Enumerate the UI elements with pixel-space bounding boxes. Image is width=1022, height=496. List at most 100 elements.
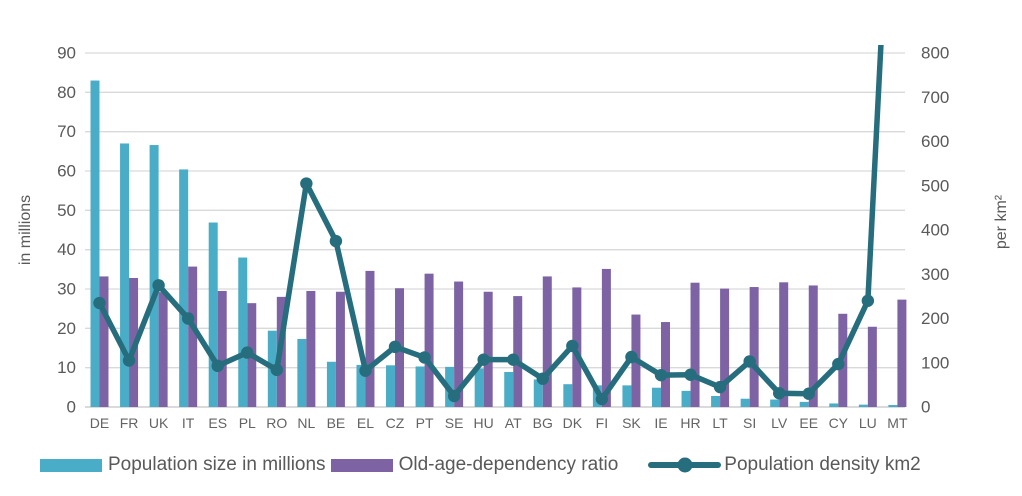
density-point-BG <box>536 372 549 385</box>
bar-population-LV <box>770 399 780 407</box>
bar-population-CZ <box>386 365 396 407</box>
right-axis-ticks: 0 100 200 300 400 500 600 700 800 <box>921 44 949 417</box>
bar-population-MT <box>888 405 898 407</box>
bar-dependency-MT <box>897 299 907 407</box>
density-point-LV <box>772 387 786 400</box>
x-label-MT: MT <box>887 415 908 431</box>
bar-population-DK <box>563 384 573 407</box>
x-label-AT: AT <box>505 415 522 431</box>
bar-dependency-IE <box>660 322 670 407</box>
dependency-bar-swatch <box>330 458 393 472</box>
population-bar-swatch <box>40 458 102 472</box>
x-label-EL: EL <box>357 415 374 431</box>
legend-item-dependency-ratio: Old-age-dependency ratio <box>330 454 619 476</box>
density-point-HU <box>477 353 490 366</box>
bar-population-IE <box>651 387 661 407</box>
x-label-DE: DE <box>90 415 109 431</box>
x-label-SK: SK <box>622 415 641 431</box>
legend-label-population-size: Population size in millions <box>108 454 326 475</box>
bar-population-BE <box>326 361 336 407</box>
x-label-FI: FI <box>596 415 608 431</box>
x-label-LU: LU <box>859 415 877 431</box>
bar-dependency-DE <box>99 276 109 407</box>
left-tick-40: 40 <box>57 240 76 259</box>
density-point-LT <box>713 380 727 394</box>
x-label-ES: ES <box>208 415 227 431</box>
density-point-BE <box>329 234 343 248</box>
population-bars <box>90 80 898 408</box>
bar-population-SI <box>740 398 750 407</box>
bar-dependency-ES <box>217 290 227 407</box>
density-line-swatch <box>648 457 722 473</box>
legend-item-population-size: Population size in millions <box>40 454 326 476</box>
right-tick-0: 0 <box>921 398 930 417</box>
bar-population-ES <box>208 222 218 407</box>
right-tick-300: 300 <box>921 265 949 284</box>
right-tick-800: 800 <box>921 44 949 63</box>
bar-population-SK <box>622 385 632 407</box>
left-tick-20: 20 <box>57 319 76 338</box>
bar-population-BG <box>533 379 543 407</box>
bar-dependency-FI <box>601 268 611 407</box>
bar-population-HR <box>681 390 691 407</box>
density-point-EE <box>802 387 815 400</box>
x-axis-labels: DE FR UK IT ES PL RO NL BE EL CZ PT SE HU AT BG DK FI SK IE… <box>90 415 908 431</box>
x-label-LV: LV <box>771 415 788 431</box>
bar-dependency-HR <box>690 282 700 407</box>
x-label-HU: HU <box>474 415 494 431</box>
bar-dependency-LV <box>779 282 789 407</box>
x-label-NL: NL <box>297 415 315 431</box>
density-point-RO <box>270 363 284 377</box>
bar-population-NL <box>297 338 307 407</box>
density-point-PT <box>418 351 431 364</box>
bar-dependency-PT <box>424 273 434 407</box>
density-point-FR <box>122 354 136 367</box>
density-point-NL <box>300 177 313 190</box>
bar-population-PL <box>238 257 248 407</box>
bar-dependency-BG <box>542 276 552 407</box>
bar-dependency-LU <box>867 326 877 407</box>
density-polyline <box>96 45 884 402</box>
x-label-SI: SI <box>743 415 756 431</box>
bar-population-EE <box>799 401 809 407</box>
x-label-PL: PL <box>239 415 256 431</box>
x-label-LT: LT <box>712 415 728 431</box>
bar-population-AT <box>504 371 514 407</box>
density-point-HR <box>684 368 697 381</box>
bar-dependency-EL <box>365 270 375 407</box>
x-label-EE: EE <box>799 415 818 431</box>
x-label-IE: IE <box>654 415 667 431</box>
bar-dependency-IT <box>188 266 198 407</box>
x-label-BE: BE <box>327 415 346 431</box>
x-label-DK: DK <box>563 415 583 431</box>
x-label-RO: RO <box>266 415 287 431</box>
right-tick-700: 700 <box>921 88 949 107</box>
left-tick-90: 90 <box>57 44 76 63</box>
density-point-CZ <box>388 340 402 354</box>
density-point-SK <box>625 350 638 364</box>
x-label-UK: UK <box>149 415 169 431</box>
bar-population-IT <box>179 169 189 407</box>
left-tick-60: 60 <box>57 162 76 181</box>
left-tick-80: 80 <box>57 83 76 102</box>
bar-population-DE <box>90 80 100 408</box>
left-tick-30: 30 <box>57 280 76 299</box>
density-point-IT <box>181 312 195 325</box>
density-point-DK <box>566 339 579 353</box>
bar-dependency-SE <box>454 281 464 407</box>
dependency-bars <box>99 266 907 407</box>
density-line-dot <box>677 457 693 473</box>
x-label-HR: HR <box>680 415 700 431</box>
x-label-CY: CY <box>829 415 849 431</box>
bar-population-FR <box>120 143 130 407</box>
bar-dependency-EE <box>808 285 818 407</box>
x-label-SE: SE <box>445 415 464 431</box>
density-point-LU <box>861 294 875 307</box>
legend-item-population-density: Population density km2 <box>648 454 921 476</box>
bar-population-EL <box>356 364 366 407</box>
legend-label-dependency-ratio: Old-age-dependency ratio <box>398 454 619 475</box>
density-point-FI <box>595 392 609 406</box>
legend-label-population-density: Population density km2 <box>724 454 921 475</box>
right-tick-100: 100 <box>921 353 949 372</box>
